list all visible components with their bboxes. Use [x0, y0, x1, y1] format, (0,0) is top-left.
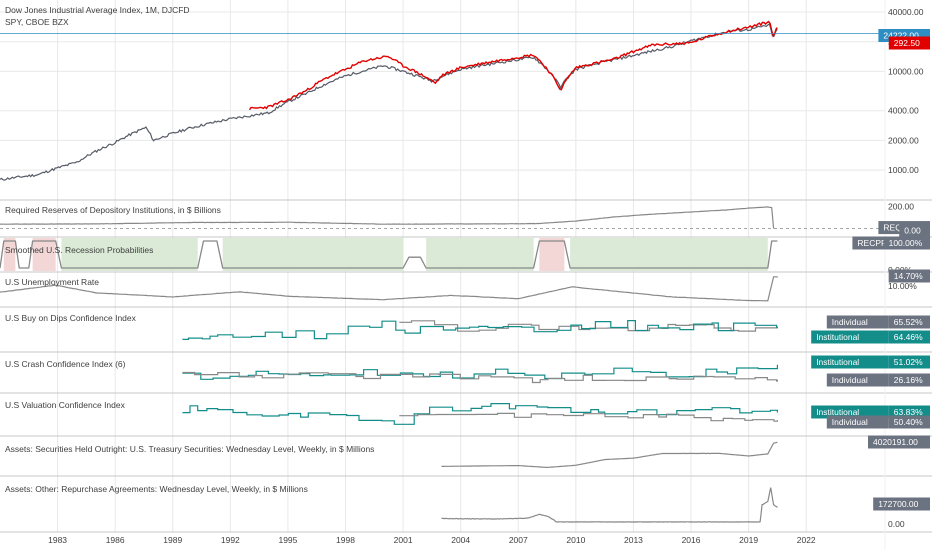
pane-title-unemployment: U.S Unemployment Rate	[5, 277, 99, 287]
badge-spy-bg	[888, 36, 930, 50]
pane-title-buy-on-dips: U.S Buy on Dips Confidence Index	[5, 313, 137, 323]
price-tick: 10000.00	[888, 66, 924, 76]
badge-repo: 172700.00	[878, 499, 918, 509]
pane-title-crash-confidence: U.S Crash Confidence Index (6)	[5, 359, 126, 369]
badge-bg	[826, 373, 889, 387]
time-tick: 2004	[451, 535, 470, 545]
badge-series-name: Individual	[832, 375, 868, 385]
time-tick: 1995	[278, 535, 297, 545]
series-repo	[441, 487, 778, 523]
time-tick: 1983	[48, 535, 67, 545]
series-6-institutional	[182, 403, 778, 425]
repo-tick: 0.00	[888, 519, 905, 529]
pane-title-repo: Assets: Other: Repurchase Agreements: We…	[5, 484, 308, 494]
expansion-band	[222, 238, 404, 271]
badge-6-institutional: 63.83%	[894, 407, 923, 417]
time-tick: 1998	[336, 535, 355, 545]
series-recession	[0, 240, 778, 269]
price-tick: 1000.00	[888, 165, 919, 175]
badge-6-institutional-bg	[888, 405, 930, 419]
badge-bg	[811, 330, 889, 344]
time-tick: 1986	[106, 535, 125, 545]
time-tick: 2010	[566, 535, 585, 545]
badge-6-individual-bg	[888, 415, 930, 429]
badge-dow: 24222.00	[883, 30, 919, 40]
badge-reqres: 0.00	[904, 226, 921, 236]
series-spy	[248, 20, 778, 111]
badge-series-name: Institutional	[816, 407, 859, 417]
badge-series-name: Institutional	[816, 357, 859, 367]
price-tick: 40000.00	[888, 7, 924, 17]
time-tick: 2007	[509, 535, 528, 545]
price-axis: 40000.0020000.0010000.004000.002000.0010…	[888, 7, 924, 529]
badge-6-individual: 50.40%	[894, 417, 923, 427]
badge-5-individual-bg	[888, 373, 930, 387]
time-tick: 2013	[624, 535, 643, 545]
main-subtitle: SPY, CBOE BZX	[5, 17, 69, 27]
series-treasury	[441, 441, 778, 468]
badge-unrate-bg	[888, 269, 930, 283]
expansion-band	[570, 238, 768, 271]
badge-unrate: 14.70%	[894, 271, 923, 281]
price-tick: 4000.00	[888, 106, 919, 116]
pane-title-valuation: U.S Valuation Confidence Index	[5, 400, 126, 410]
price-tick: 2000.00	[888, 135, 919, 145]
badge-recession: 100.00%	[889, 238, 923, 248]
main-title: Dow Jones Industrial Average Index, 1M, …	[5, 5, 190, 15]
expansion-band	[426, 238, 534, 271]
time-tick: 2022	[797, 535, 816, 545]
recession-bands	[3, 238, 768, 271]
pane-title-treasury: Assets: Securities Held Outright: U.S. T…	[5, 444, 374, 454]
time-axis: 1983 1986 1989 1992 1995 1998 2001 2004 2007 2010…	[48, 535, 816, 545]
badge-repo-bg	[873, 497, 930, 511]
series-5-individual	[182, 371, 778, 384]
time-tick: 2019	[739, 535, 758, 545]
reqres-tick: 200.00	[888, 201, 914, 211]
badge-5-individual: 26.16%	[894, 375, 923, 385]
badge-recession-bg	[883, 236, 930, 250]
series-reqres	[0, 206, 775, 229]
badge-bg	[826, 415, 889, 429]
series-5-institutional	[182, 364, 778, 380]
recession-band	[3, 238, 16, 271]
time-tick: 2016	[682, 535, 701, 545]
time-tick: 1989	[163, 535, 182, 545]
badge-bg	[811, 355, 889, 369]
series-layer	[0, 20, 885, 523]
badge-4-institutional-bg	[888, 330, 930, 344]
time-tick: 1992	[221, 535, 240, 545]
badge-bg	[811, 405, 889, 419]
unrate-tick: 10.00%	[888, 281, 917, 291]
series-unrate	[0, 276, 778, 302]
badge-treasury: 4020191.00	[873, 437, 918, 447]
last-value-badges: 24222.00292.50REQRESNS0.00RECPROUSM156N1…	[811, 28, 932, 511]
badge-5-institutional-bg	[888, 355, 930, 369]
recession-band	[539, 238, 565, 271]
badge-bg	[826, 315, 889, 329]
badge-5-institutional: 51.02%	[894, 357, 923, 367]
badge-4-institutional: 64.46%	[894, 332, 923, 342]
pane-title-recession: Smoothed U.S. Recession Probabilities	[5, 245, 153, 255]
badge-series-name: Institutional	[816, 332, 859, 342]
series-4-institutional	[182, 320, 778, 340]
badge-series-name: Individual	[832, 417, 868, 427]
series-6-individual	[399, 412, 778, 422]
badge-series-name: Individual	[832, 317, 868, 327]
pane-title-reserves: Required Reserves of Depository Institut…	[5, 205, 221, 215]
badge-4-individual: 65.52%	[894, 317, 923, 327]
badge-spy: 292.50	[894, 38, 920, 48]
badge-treasury-bg	[868, 435, 930, 449]
badge-4-individual-bg	[888, 315, 930, 329]
time-tick: 2001	[394, 535, 413, 545]
badge-reqres-bg	[899, 224, 930, 238]
series-dow	[0, 22, 778, 181]
recession-band	[32, 238, 56, 271]
expansion-band	[61, 238, 198, 271]
